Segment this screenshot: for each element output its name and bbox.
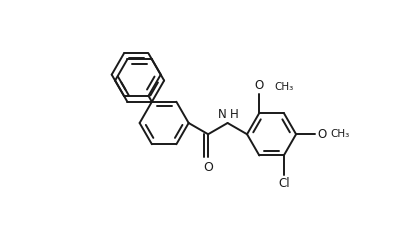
Text: CH₃: CH₃ xyxy=(274,82,293,92)
Text: O: O xyxy=(203,161,213,174)
Text: O: O xyxy=(254,79,263,92)
Text: Cl: Cl xyxy=(277,177,289,190)
Text: H: H xyxy=(230,108,238,121)
Text: CH₃: CH₃ xyxy=(329,129,348,139)
Text: O: O xyxy=(317,128,326,141)
Text: N: N xyxy=(217,108,226,121)
